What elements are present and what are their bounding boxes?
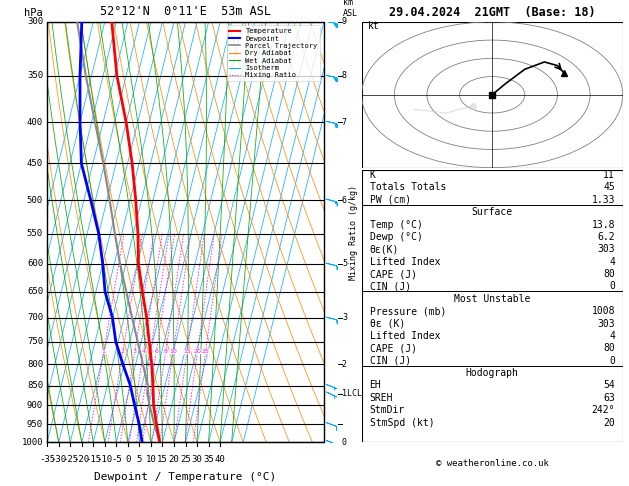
Text: Lifted Index: Lifted Index xyxy=(369,331,440,341)
Text: -25: -25 xyxy=(62,455,78,464)
Text: Dewpoint / Temperature (°C): Dewpoint / Temperature (°C) xyxy=(94,472,277,482)
Text: -5: -5 xyxy=(111,455,122,464)
Text: 35: 35 xyxy=(203,455,214,464)
Text: 750: 750 xyxy=(27,337,43,347)
Text: 4: 4 xyxy=(609,331,615,341)
Text: 15: 15 xyxy=(183,349,191,354)
Text: 80: 80 xyxy=(603,269,615,279)
Text: CAPE (J): CAPE (J) xyxy=(369,343,416,353)
Text: StmDir: StmDir xyxy=(369,405,404,415)
Text: -15: -15 xyxy=(86,455,101,464)
Text: Mixing Ratio (g/kg): Mixing Ratio (g/kg) xyxy=(349,185,358,279)
Text: 10: 10 xyxy=(145,455,157,464)
Text: 5: 5 xyxy=(136,455,142,464)
Text: SREH: SREH xyxy=(369,393,393,403)
Text: © weatheronline.co.uk: © weatheronline.co.uk xyxy=(436,459,548,468)
Text: 2: 2 xyxy=(342,360,347,369)
Text: 6: 6 xyxy=(342,196,347,205)
Text: 800: 800 xyxy=(27,360,43,369)
Text: 20: 20 xyxy=(194,349,201,354)
Text: 3: 3 xyxy=(342,313,347,322)
Text: 80: 80 xyxy=(603,343,615,353)
Text: 303: 303 xyxy=(598,318,615,329)
Text: 9: 9 xyxy=(342,17,347,26)
Text: 303: 303 xyxy=(598,244,615,254)
Text: 40: 40 xyxy=(214,455,226,464)
Text: 15: 15 xyxy=(157,455,168,464)
Text: θε (K): θε (K) xyxy=(369,318,404,329)
Text: 1008: 1008 xyxy=(591,306,615,316)
Text: 0: 0 xyxy=(342,438,347,447)
Text: Surface: Surface xyxy=(472,207,513,217)
Text: -35: -35 xyxy=(39,455,55,464)
Text: 5: 5 xyxy=(342,260,347,268)
Text: 1: 1 xyxy=(102,349,106,354)
Text: CIN (J): CIN (J) xyxy=(369,281,411,292)
Text: θε(K): θε(K) xyxy=(369,244,399,254)
Text: -30: -30 xyxy=(51,455,67,464)
Text: 11: 11 xyxy=(603,170,615,180)
Text: 950: 950 xyxy=(27,420,43,429)
Text: 2: 2 xyxy=(121,349,125,354)
Text: kt: kt xyxy=(368,21,380,31)
Text: 700: 700 xyxy=(27,313,43,322)
Text: 52°12'N  0°11'E  53m ASL: 52°12'N 0°11'E 53m ASL xyxy=(100,5,271,17)
Text: 300: 300 xyxy=(27,17,43,26)
Text: 242°: 242° xyxy=(591,405,615,415)
Text: Totals Totals: Totals Totals xyxy=(369,182,446,192)
Text: 54: 54 xyxy=(603,381,615,390)
Text: 6.2: 6.2 xyxy=(598,232,615,242)
Text: CIN (J): CIN (J) xyxy=(369,356,411,365)
Text: 0: 0 xyxy=(125,455,131,464)
Text: km
ASL: km ASL xyxy=(343,0,358,17)
Text: 45: 45 xyxy=(603,182,615,192)
Text: -20: -20 xyxy=(74,455,90,464)
Text: 600: 600 xyxy=(27,260,43,268)
Text: Lifted Index: Lifted Index xyxy=(369,257,440,267)
Text: 8: 8 xyxy=(342,71,347,80)
Text: 5: 5 xyxy=(148,349,152,354)
Text: 1.33: 1.33 xyxy=(591,195,615,205)
Text: 550: 550 xyxy=(27,229,43,238)
Text: 500: 500 xyxy=(27,196,43,205)
Text: Pressure (mb): Pressure (mb) xyxy=(369,306,446,316)
Text: 6: 6 xyxy=(154,349,159,354)
Text: 29.04.2024  21GMT  (Base: 18): 29.04.2024 21GMT (Base: 18) xyxy=(389,6,596,19)
Text: 850: 850 xyxy=(27,381,43,390)
Text: 25: 25 xyxy=(202,349,209,354)
Text: hPa: hPa xyxy=(25,8,43,17)
Text: EH: EH xyxy=(369,381,381,390)
Text: 1LCL: 1LCL xyxy=(342,389,362,398)
Text: 63: 63 xyxy=(603,393,615,403)
Text: 3: 3 xyxy=(133,349,136,354)
Text: 8: 8 xyxy=(164,349,167,354)
Text: 0: 0 xyxy=(609,356,615,365)
Text: 900: 900 xyxy=(27,401,43,410)
Legend: Temperature, Dewpoint, Parcel Trajectory, Dry Adiabat, Wet Adiabat, Isotherm, Mi: Temperature, Dewpoint, Parcel Trajectory… xyxy=(226,25,320,81)
Text: 7: 7 xyxy=(342,118,347,127)
Text: Temp (°C): Temp (°C) xyxy=(369,220,423,229)
Text: 400: 400 xyxy=(27,118,43,127)
Text: CAPE (J): CAPE (J) xyxy=(369,269,416,279)
Text: 13.8: 13.8 xyxy=(591,220,615,229)
Text: 20: 20 xyxy=(603,417,615,428)
Text: 350: 350 xyxy=(27,71,43,80)
Text: StmSpd (kt): StmSpd (kt) xyxy=(369,417,434,428)
Text: 450: 450 xyxy=(27,159,43,168)
Text: K: K xyxy=(369,170,376,180)
Text: -10: -10 xyxy=(97,455,113,464)
Text: 650: 650 xyxy=(27,287,43,296)
Text: 25: 25 xyxy=(180,455,191,464)
Text: Hodograph: Hodograph xyxy=(465,368,519,378)
Text: 20: 20 xyxy=(169,455,179,464)
Text: 4: 4 xyxy=(609,257,615,267)
Text: 0: 0 xyxy=(609,281,615,292)
Text: 10: 10 xyxy=(169,349,177,354)
Text: 4: 4 xyxy=(142,349,145,354)
Text: 30: 30 xyxy=(192,455,203,464)
Text: Dewp (°C): Dewp (°C) xyxy=(369,232,423,242)
Text: 1000: 1000 xyxy=(21,438,43,447)
Text: PW (cm): PW (cm) xyxy=(369,195,411,205)
Text: Most Unstable: Most Unstable xyxy=(454,294,530,304)
